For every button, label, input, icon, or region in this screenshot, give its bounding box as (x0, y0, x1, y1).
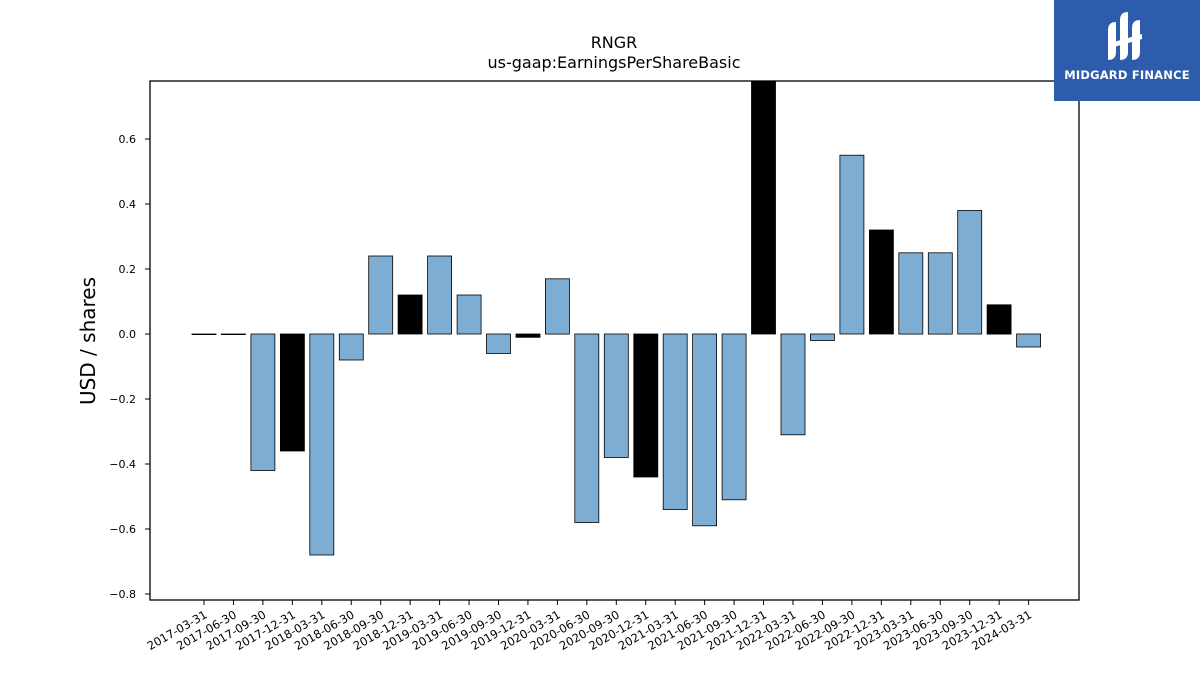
bar-2017-09-30 (250, 333, 276, 471)
midgard-logo-icon (1108, 12, 1142, 60)
bar-2019-03-31 (427, 255, 453, 335)
bars-group (191, 80, 1041, 556)
y-tick-label: 0.6 (119, 133, 137, 146)
bar-2023-12-31 (986, 304, 1012, 335)
bar-2018-09-30 (368, 255, 394, 335)
bar-2020-06-30 (574, 333, 600, 523)
bar-2019-06-30 (456, 294, 482, 335)
bar-2021-03-31 (662, 333, 688, 510)
y-tick-label: −0.2 (109, 393, 136, 406)
bar-2024-03-31 (1016, 333, 1041, 348)
bar-2018-03-31 (309, 333, 335, 556)
bar-2023-06-30 (927, 252, 953, 335)
y-axis-label: USD / shares (76, 277, 100, 405)
bar-2022-03-31 (780, 333, 806, 436)
bar-2022-12-31 (869, 229, 894, 335)
bar-2022-06-30 (810, 333, 835, 341)
bar-2021-06-30 (692, 333, 717, 527)
bar-2020-09-30 (603, 333, 629, 458)
y-tick-label: 0.2 (119, 263, 137, 276)
bar-2018-06-30 (338, 333, 364, 361)
bar-2023-09-30 (957, 210, 983, 335)
bar-2020-12-31 (633, 333, 659, 478)
y-tick-label: 0.4 (119, 198, 137, 211)
bar-2021-12-31 (751, 80, 776, 335)
y-tick-label: 0.0 (119, 328, 137, 341)
bar-2019-09-30 (486, 333, 511, 354)
chart-title: RNGR (591, 33, 638, 52)
chart-subtitle: us-gaap:EarningsPerShareBasic (487, 53, 740, 72)
bar-2021-09-30 (721, 333, 747, 501)
bar-2018-12-31 (397, 294, 423, 335)
bar-2017-06-30 (220, 333, 246, 336)
y-ticks-group: −0.8 −0.6 −0.4 −0.2 0.0 0.2 0.4 0.6 (109, 133, 150, 601)
bar-2017-12-31 (279, 333, 305, 452)
y-tick-label: −0.6 (109, 523, 136, 536)
midgard-logo: MIDGARD FINANCE (1054, 0, 1200, 101)
bar-2023-03-31 (898, 252, 924, 335)
logo-text: MIDGARD FINANCE (1064, 68, 1190, 82)
bar-2017-03-31 (191, 333, 217, 336)
y-tick-label: −0.4 (109, 458, 136, 471)
bar-2019-12-31 (515, 333, 541, 338)
bar-2020-03-31 (545, 278, 570, 335)
y-tick-label: −0.8 (109, 588, 136, 601)
x-ticks-group: 2017-03-312017-06-302017-09-302017-12-31… (145, 600, 1034, 653)
plot-frame (149, 80, 1080, 601)
bar-2022-09-30 (839, 154, 865, 335)
